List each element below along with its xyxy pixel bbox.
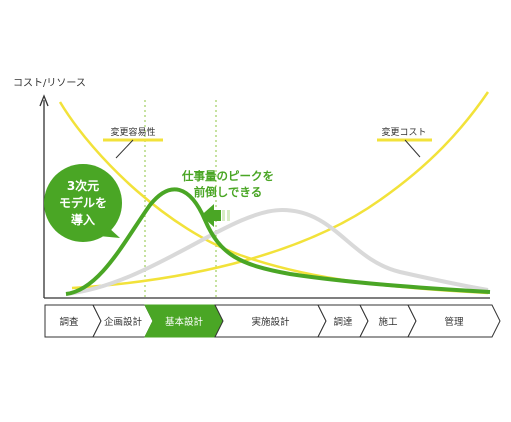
change-ease-label: 変更容易性 [110, 126, 155, 138]
peak-shift-text-line1: 仕事量のピークを [181, 169, 274, 183]
arrow-stripe-2 [227, 210, 230, 221]
change-cost-curve [71, 91, 490, 290]
badge-text-line1: 3次元 [67, 178, 99, 193]
y-axis-label: コスト/リソース [13, 78, 86, 89]
phase-label-6: 管理 [444, 316, 464, 328]
badge-text-line3: 導入 [71, 212, 95, 227]
phase-label-3: 実施設計 [251, 316, 290, 328]
arrow-head [201, 204, 214, 227]
phase-label-5: 施工 [378, 316, 398, 328]
model-badge: 3次元 モデルを 導入 [44, 164, 122, 242]
phase-label-2: 基本設計 [165, 316, 204, 328]
y-axis-arrow [39, 94, 49, 107]
phase-label-0: 調査 [59, 316, 79, 328]
change-cost-label: 変更コスト [381, 126, 426, 138]
model-workload-curve [65, 187, 491, 296]
peak-shift-text-line2: 前倒しできる [194, 185, 262, 199]
phase-bar: 調査 企画設計 基本設計 実施設計 調達 施工 管理 [44, 304, 501, 338]
badge-circle [44, 164, 122, 242]
conventional-workload-curve [65, 207, 489, 296]
phase-label-1: 企画設計 [104, 316, 143, 328]
peak-shift-arrow [201, 204, 230, 227]
badge-text-line2: モデルを [59, 195, 107, 210]
arrow-shaft [214, 210, 221, 221]
phase-label-4: 調達 [333, 316, 353, 328]
phase-step-6 [407, 304, 501, 338]
badge-tail [99, 227, 120, 238]
change-cost-leader [404, 139, 421, 158]
change-ease-leader [115, 139, 134, 159]
arrow-stripe-1 [222, 210, 225, 221]
